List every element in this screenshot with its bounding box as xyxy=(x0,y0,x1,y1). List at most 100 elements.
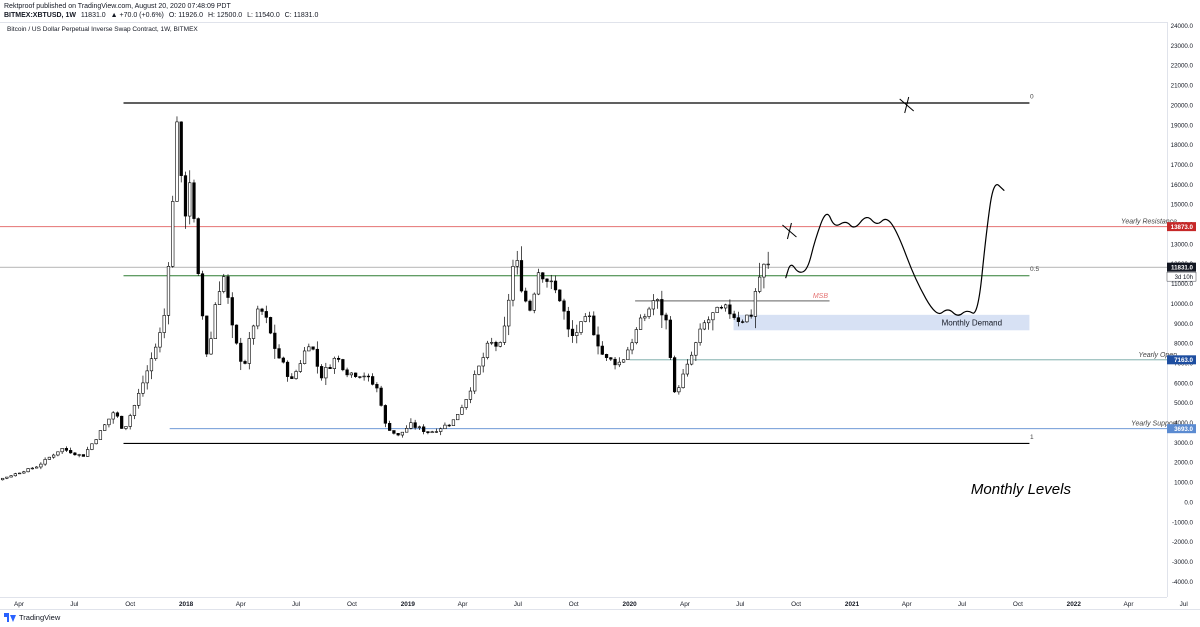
candle-body xyxy=(638,317,643,330)
symbol-label[interactable]: BITMEX:XBTUSD, 1W xyxy=(4,12,76,19)
candle-body xyxy=(613,358,617,366)
candle-body xyxy=(332,357,336,369)
candle-body xyxy=(511,266,515,301)
candle-body xyxy=(230,297,234,326)
time-tick-label: Apr xyxy=(458,601,469,608)
candle-body xyxy=(651,300,655,310)
brand-name[interactable]: TradingView xyxy=(19,613,61,622)
candle-body xyxy=(545,278,549,282)
candle-body xyxy=(741,321,745,323)
price-badge-label: 13873.0 xyxy=(1171,224,1194,231)
price-chart[interactable]: Monthly Demand 0 0.5 1 Yearly Resistance Year… xyxy=(0,0,1200,609)
candle-body xyxy=(494,342,498,347)
candle-body xyxy=(660,299,664,316)
candle-body xyxy=(128,415,132,427)
candle-body xyxy=(388,422,392,431)
candle-body xyxy=(609,357,613,360)
candle-body xyxy=(566,310,570,330)
candle-body xyxy=(536,272,541,295)
candle-body xyxy=(583,316,587,322)
candle-body xyxy=(260,308,264,312)
candle-body xyxy=(519,260,524,292)
time-tick-label: Apr xyxy=(680,601,691,608)
candle-body xyxy=(137,393,141,406)
price-tick-label: 3000.0 xyxy=(1174,440,1193,447)
candle-body xyxy=(234,324,239,344)
price-tick-label: 21000.0 xyxy=(1171,83,1194,90)
candle-body xyxy=(324,367,328,379)
fib-label-1: 1 xyxy=(1030,434,1034,441)
candle-body xyxy=(217,291,222,305)
time-tick-label: Oct xyxy=(1013,601,1023,608)
footer-bar: TradingView xyxy=(0,609,1200,627)
time-tick-label: Jul xyxy=(958,601,966,608)
candle-body xyxy=(558,289,562,302)
candle-body xyxy=(94,439,98,445)
candle-body xyxy=(264,311,268,318)
low-value: L: 11540.0 xyxy=(247,12,280,19)
candle-body xyxy=(281,357,285,363)
candle-body xyxy=(328,367,332,369)
candle-body xyxy=(17,472,22,475)
candle-body xyxy=(711,312,715,321)
candle-body xyxy=(183,175,188,217)
candle-body xyxy=(268,317,273,334)
candle-body xyxy=(434,431,439,433)
time-tick-label: 2020 xyxy=(623,601,638,608)
time-tick-label: Oct xyxy=(125,601,135,608)
candle-body xyxy=(464,399,468,408)
candle-body xyxy=(294,371,298,379)
candle-body xyxy=(766,263,770,266)
close-value: C: 11831.0 xyxy=(284,12,319,19)
price-badge xyxy=(1167,424,1196,434)
candle-body xyxy=(222,276,226,292)
yearly-open-label: Yearly Open xyxy=(1139,352,1178,359)
price-tick-label: 15000.0 xyxy=(1171,202,1194,209)
candle-body xyxy=(188,182,192,217)
candle-body xyxy=(553,280,558,291)
symbol-ohlc-line: BITMEX:XBTUSD, 1W 11831.0 ▲ +70.0 (+0.6%… xyxy=(4,11,321,20)
candle-body xyxy=(694,342,698,356)
time-tick-label: Oct xyxy=(791,601,801,608)
candle-body xyxy=(90,443,94,450)
time-tick-label: Apr xyxy=(236,601,247,608)
price-tick-label: 16000.0 xyxy=(1171,182,1194,189)
price-tick-label: 8000.0 xyxy=(1174,341,1193,348)
candle-body xyxy=(145,370,149,384)
candle-body xyxy=(358,376,362,378)
candle-body xyxy=(158,332,162,348)
chart-title: Bitcoin / US Dollar Perpetual Inverse Sw… xyxy=(7,26,198,33)
candle-body xyxy=(56,451,60,456)
candle-body xyxy=(413,422,417,428)
candle-body xyxy=(630,342,634,351)
candle-body xyxy=(468,390,473,400)
tradingview-logo-icon[interactable] xyxy=(4,613,16,622)
price-tick-label: 0.0 xyxy=(1184,499,1193,506)
candle-body xyxy=(626,349,630,361)
candle-body xyxy=(528,300,532,311)
time-tick-label: Oct xyxy=(569,601,579,608)
candle-body xyxy=(371,376,375,385)
price-tick-label: 1000.0 xyxy=(1174,480,1193,487)
candle-body xyxy=(753,291,758,317)
candle-body xyxy=(86,449,90,457)
candle-body xyxy=(426,431,430,433)
candle-body xyxy=(400,431,405,436)
candle-body xyxy=(52,454,56,458)
candle-body xyxy=(290,376,294,379)
published-line: Rektproof published on TradingView.com, … xyxy=(4,3,231,10)
candle-body xyxy=(587,315,592,318)
price-tick-label: 23000.0 xyxy=(1171,43,1194,50)
time-tick-label: Jul xyxy=(70,601,78,608)
time-tick-label: Apr xyxy=(1124,601,1135,608)
candle-body xyxy=(655,299,660,301)
cross-mark xyxy=(904,96,910,114)
candle-body xyxy=(575,332,579,336)
candle-body xyxy=(749,314,753,317)
candle-body xyxy=(532,293,536,311)
price-tick-label: -3000.0 xyxy=(1172,559,1194,566)
candle-body xyxy=(192,182,196,219)
candle-body xyxy=(562,300,566,312)
candle-body xyxy=(498,342,502,347)
high-value: H: 12500.0 xyxy=(207,12,243,19)
